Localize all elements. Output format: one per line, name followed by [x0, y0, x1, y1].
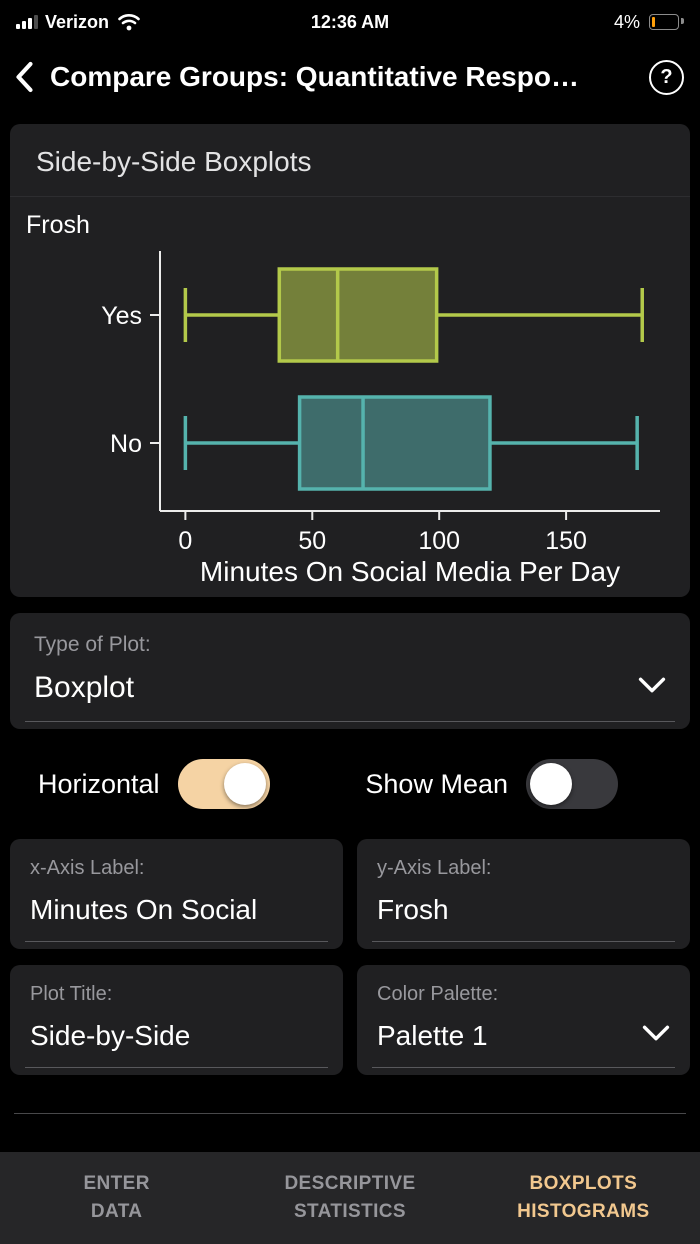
plot-title-field[interactable]: Plot Title: Side-by-Side	[10, 965, 343, 1075]
type-of-plot-value: Boxplot	[34, 671, 135, 704]
tab-label: DATA	[90, 1200, 143, 1222]
status-bar: Verizon 12:36 AM 4%	[0, 0, 700, 44]
tab-label: ENTER	[83, 1173, 150, 1194]
y-axis-label-field[interactable]: y-Axis Label: Frosh	[357, 839, 690, 949]
clock-label: 12:36 AM	[310, 11, 390, 32]
battery-percent-label: 4%	[613, 11, 640, 32]
cellular-signal-icon	[16, 15, 38, 29]
chart-card: Side-by-Side Boxplots Frosh 0 50 100 150 Minu…	[10, 124, 690, 597]
horizontal-toggle[interactable]	[177, 759, 270, 809]
main-content: Side-by-Side Boxplots Frosh 0 50 100 150 Minu…	[0, 110, 700, 1184]
battery-icon	[649, 14, 684, 30]
help-button[interactable]: ?	[649, 59, 684, 95]
wifi-icon	[118, 14, 140, 31]
title-palette-row: Plot Title: Side-by-Side Color Palette: …	[10, 965, 690, 1075]
show-mean-toggle[interactable]	[526, 759, 618, 809]
y-axis-field-value: Frosh	[377, 894, 449, 925]
chevron-down-icon	[638, 677, 666, 693]
toggle-row: Horizontal Show Mean	[10, 745, 690, 823]
color-palette-label: Color Palette:	[377, 983, 499, 1005]
axis-fields-row: x-Axis Label: Minutes On Social y-Axis L…	[10, 839, 690, 949]
status-bar-right: 4%	[389, 12, 684, 33]
tab-label: HISTOGRAMS	[517, 1200, 650, 1222]
color-palette-select[interactable]: Color Palette: Palette 1	[357, 965, 690, 1075]
chevron-down-icon	[642, 1025, 670, 1041]
tab-label: BOXPLOTS	[529, 1173, 638, 1194]
page-title: Compare Groups: Quantitative Respo…	[50, 61, 579, 92]
tab-bar: ENTER DATA DESCRIPTIVE STATISTICS BOXPLO…	[0, 1152, 700, 1244]
tab-enter-data[interactable]: ENTER DATA	[0, 1152, 233, 1244]
nav-bar: Compare Groups: Quantitative Respo… ?	[0, 44, 700, 110]
x-axis-field-value: Minutes On Social	[30, 894, 258, 925]
toggle-knob	[223, 763, 266, 805]
type-of-plot-label: Type of Plot:	[34, 633, 151, 656]
type-of-plot-select[interactable]: Type of Plot: Boxplot	[10, 613, 690, 729]
tab-descriptive-statistics[interactable]: DESCRIPTIVE STATISTICS	[233, 1152, 466, 1244]
tab-boxplots-histograms[interactable]: BOXPLOTS HISTOGRAMS	[467, 1152, 700, 1244]
status-bar-left: Verizon	[16, 12, 311, 33]
svg-text:No: No	[110, 430, 142, 458]
section-divider	[14, 1113, 686, 1114]
svg-text:50: 50	[298, 527, 326, 555]
y-axis-field-label: y-Axis Label:	[377, 857, 492, 879]
chevron-left-icon	[16, 61, 33, 93]
svg-text:Minutes On Social Media Per Da: Minutes On Social Media Per Day	[200, 556, 620, 587]
horizontal-label: Horizontal	[38, 768, 160, 799]
svg-text:Yes: Yes	[101, 302, 142, 330]
svg-text:0: 0	[178, 527, 192, 555]
toggle-knob	[530, 763, 572, 805]
color-palette-value: Palette 1	[377, 1020, 488, 1051]
back-button[interactable]	[12, 56, 36, 98]
show-mean-label: Show Mean	[365, 768, 508, 799]
tab-label: DESCRIPTIVE	[284, 1173, 416, 1194]
carrier-label: Verizon	[45, 11, 110, 32]
x-axis-field-label: x-Axis Label:	[30, 857, 145, 879]
tab-label: STATISTICS	[293, 1200, 406, 1222]
svg-text:150: 150	[545, 527, 587, 555]
x-axis-label-field[interactable]: x-Axis Label: Minutes On Social	[10, 839, 343, 949]
plot-title-label: Plot Title:	[30, 983, 113, 1005]
question-mark-icon: ?	[649, 59, 684, 95]
chart-title: Side-by-Side Boxplots	[10, 124, 690, 197]
svg-text:100: 100	[418, 527, 460, 555]
svg-text:Frosh: Frosh	[26, 211, 90, 239]
plot-title-value: Side-by-Side	[30, 1020, 191, 1051]
